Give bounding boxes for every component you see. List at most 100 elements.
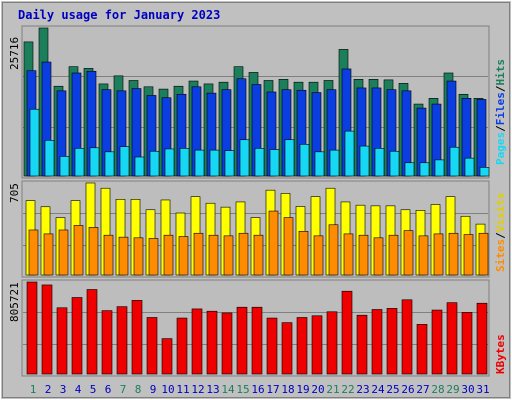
pages-bar [404, 162, 415, 177]
sites-bar [88, 227, 99, 276]
sites-bar [403, 230, 414, 276]
sites-bar [463, 234, 474, 276]
pages-bar [299, 144, 310, 177]
x-tick-label: 20 [311, 383, 324, 396]
x-tick-label: 6 [105, 383, 112, 396]
kbytes-bar [101, 310, 113, 375]
kbytes-bar [341, 290, 353, 375]
files-bar [476, 99, 487, 177]
kbytes-bar [206, 310, 218, 375]
kbytes-bar [221, 312, 233, 375]
pages-bar [449, 146, 460, 177]
legend-separator: / [494, 125, 507, 132]
pages-bar [29, 108, 40, 177]
kbytes-bar [161, 338, 173, 375]
x-tick-label: 11 [176, 383, 189, 396]
x-tick-label: 7 [120, 383, 127, 396]
sites-bar [268, 210, 279, 276]
kbytes-bar [371, 309, 383, 375]
pages-bar [479, 167, 490, 177]
sites-bar [43, 233, 54, 276]
pages-bar [389, 150, 400, 177]
x-tick-label: 16 [251, 383, 264, 396]
visitors-legend: Sites/Visits [494, 193, 507, 273]
x-tick-label: 1 [30, 383, 37, 396]
pages-bar [134, 156, 145, 177]
kbytes-bar [251, 306, 263, 375]
requests-ymax-label: 25716 [8, 37, 21, 70]
sites-bar [178, 236, 189, 276]
pages-bar [329, 149, 340, 177]
sites-bar [148, 238, 159, 276]
sites-bar [283, 217, 294, 276]
x-tick-label: 24 [371, 383, 385, 396]
kbytes-bar [131, 300, 143, 375]
legend-visits: Visits [494, 193, 507, 233]
x-tick-label: 3 [60, 383, 67, 396]
kbytes-bar [296, 317, 308, 375]
pages-bar [89, 147, 100, 177]
sites-bar [313, 235, 324, 276]
kbytes-bar [146, 317, 158, 375]
kbytes-bar [461, 312, 473, 375]
x-tick-label: 2 [45, 383, 52, 396]
sites-bar [238, 232, 249, 276]
sites-bar [328, 224, 339, 276]
sites-bar [373, 237, 384, 276]
pages-bar [314, 151, 325, 177]
x-tick-label: 18 [281, 383, 294, 396]
pages-bar [284, 139, 295, 177]
requests-legend: Pages/Files/Hits [494, 59, 507, 165]
x-tick-label: 13 [206, 383, 219, 396]
sites-bar [418, 235, 429, 276]
sites-bar [28, 229, 39, 276]
kbytes-bar [176, 317, 188, 375]
kbytes-bar [416, 324, 428, 375]
pages-bar [344, 130, 355, 177]
sites-bar [208, 234, 219, 276]
legend-pages: Pages [494, 132, 507, 165]
kbytes-bar [326, 311, 338, 375]
bars-group [23, 27, 490, 375]
sites-bar [388, 234, 399, 276]
x-tick-label: 30 [461, 383, 474, 396]
sites-bar [118, 236, 129, 276]
visitors-ymax-label: 705 [8, 183, 21, 203]
kbytes-bar [86, 289, 98, 375]
legend-hits: Hits [494, 59, 507, 86]
pages-bar [119, 146, 130, 177]
kbytes-bar [266, 317, 278, 375]
sites-bar [103, 234, 114, 276]
x-tick-label: 17 [266, 383, 279, 396]
sites-bar [448, 232, 459, 276]
pages-bar [164, 148, 175, 177]
sites-bar [478, 232, 489, 276]
kbytes-bar [41, 284, 53, 375]
x-tick-label: 15 [236, 383, 249, 396]
kbytes-legend: KBytes [494, 334, 507, 374]
sites-bar [433, 233, 444, 276]
sites-bar [358, 234, 369, 276]
sites-bar [193, 232, 204, 276]
kbytes-bar [311, 315, 323, 375]
pages-bar [44, 140, 55, 177]
pages-bar [74, 148, 85, 177]
kbytes-ymax-label: 805721 [8, 282, 21, 322]
x-tick-label: 22 [341, 383, 354, 396]
pages-bar [269, 149, 280, 177]
sites-bar [223, 235, 234, 276]
sites-bar [253, 234, 264, 276]
kbytes-bar [476, 302, 488, 375]
legend-separator: / [494, 232, 507, 239]
x-tick-label: 14 [221, 383, 235, 396]
chart-title: Daily usage for January 2023 [18, 8, 220, 22]
pages-bar [434, 159, 445, 177]
x-tick-label: 27 [416, 383, 429, 396]
kbytes-bar [26, 281, 38, 375]
pages-bar [464, 157, 475, 177]
pages-bar [254, 148, 265, 177]
pages-bar [149, 150, 160, 177]
